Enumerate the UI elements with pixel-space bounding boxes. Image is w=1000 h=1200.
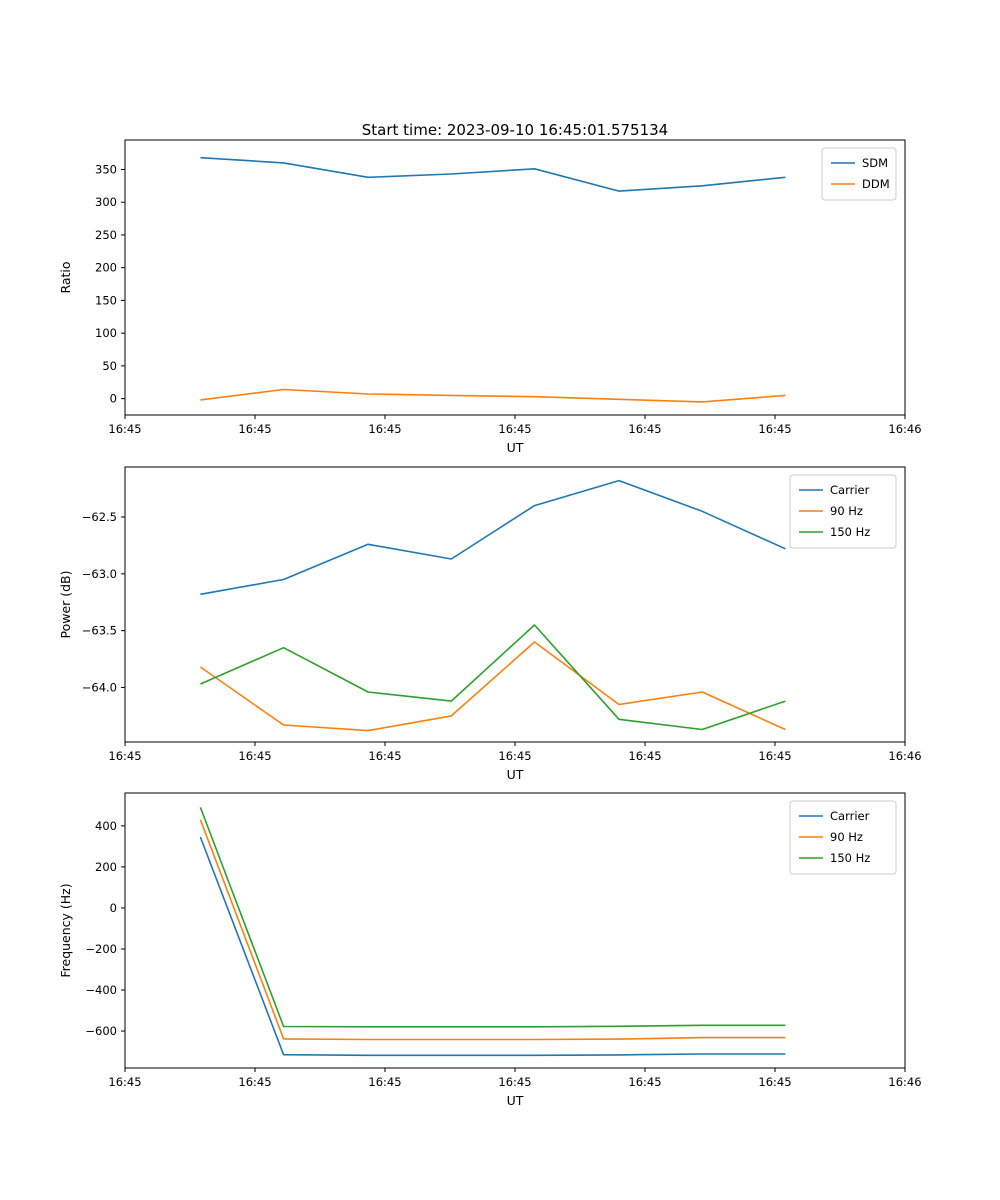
y-tick-label: −200 (85, 942, 117, 956)
x-tick-label: 16:45 (628, 422, 661, 436)
series-line-150-hz (200, 624, 786, 731)
figure-title: Start time: 2023-09-10 16:45:01.575134 (361, 121, 669, 139)
legend-label: 90 Hz (830, 504, 863, 518)
y-tick-label: 0 (110, 392, 117, 406)
legend: SDM DDM (821, 147, 897, 201)
series-line-sdm (200, 156, 786, 192)
x-tick-label: 16:45 (628, 1075, 661, 1089)
x-tick-label: 16:45 (108, 749, 141, 763)
y-tick-label: 0 (110, 901, 117, 915)
legend-label: 90 Hz (830, 830, 863, 844)
x-tick-label: 16:45 (108, 1075, 141, 1089)
frequency-chart: 16:45 16:45 16:45 16:45 16:45 16:45 16:46 400 20… (58, 792, 922, 1108)
axes-frame (124, 466, 906, 743)
y-axis-label: Frequency (Hz) (58, 883, 73, 977)
legend-label: 150 Hz (830, 525, 870, 539)
legend: Carrier 90 Hz 150 Hz (789, 474, 897, 549)
x-tick-label: 16:45 (498, 1075, 531, 1089)
y-tick-label: 300 (95, 195, 117, 209)
legend-box (821, 147, 897, 201)
y-tick-label: 200 (95, 261, 117, 275)
series-line-ddm (200, 388, 786, 403)
y-tick-label: 150 (95, 293, 117, 307)
y-axis-label: Ratio (58, 261, 73, 293)
y-axis-label: Power (dB) (58, 570, 73, 638)
y-tick-label: 350 (95, 162, 117, 176)
power-chart: 16:45 16:45 16:45 16:45 16:45 16:45 16:46 −62.5… (58, 466, 922, 782)
x-tick-label: 16:45 (368, 749, 401, 763)
x-axis-label: UT (507, 767, 524, 782)
x-tick-label: 16:46 (888, 422, 921, 436)
legend: Carrier 90 Hz 150 Hz (789, 800, 897, 875)
series-line-90-hz (199, 819, 786, 1041)
y-tick-label: 100 (95, 326, 117, 340)
y-tick-label: −400 (85, 983, 117, 997)
y-tick-label: −63.0 (82, 567, 117, 581)
ratio-chart: 16:45 16:45 16:45 16:45 16:45 16:45 16:46 0 50 10… (58, 139, 922, 455)
y-tick-label: −64.0 (82, 680, 117, 694)
x-tick-label: 16:45 (758, 749, 791, 763)
series-line-carrier (199, 836, 786, 1057)
legend-label: SDM (862, 156, 888, 170)
x-tick-label: 16:45 (238, 749, 271, 763)
y-tick-label: −62.5 (82, 510, 117, 524)
y-tick-label: 400 (95, 819, 117, 833)
x-tick-label: 16:45 (368, 1075, 401, 1089)
x-axis-label: UT (507, 440, 524, 455)
legend-box (789, 800, 897, 875)
x-tick-label: 16:46 (888, 1075, 921, 1089)
y-tick-label: 50 (102, 359, 117, 373)
legend-box (789, 474, 897, 549)
x-tick-label: 16:45 (498, 749, 531, 763)
x-tick-label: 16:45 (758, 1075, 791, 1089)
x-tick-label: 16:46 (888, 749, 921, 763)
legend-label: Carrier (830, 483, 870, 497)
y-tick-label: 250 (95, 228, 117, 242)
x-tick-label: 16:45 (238, 422, 271, 436)
x-tick-label: 16:45 (368, 422, 401, 436)
x-tick-label: 16:45 (628, 749, 661, 763)
x-tick-label: 16:45 (758, 422, 791, 436)
series-line-90-hz (199, 641, 786, 732)
y-tick-label: −600 (85, 1024, 117, 1038)
legend-label: 150 Hz (830, 851, 870, 865)
series-line-carrier (200, 479, 786, 596)
y-tick-label: −63.5 (82, 624, 117, 638)
x-tick-label: 16:45 (498, 422, 531, 436)
series-line-150-hz (199, 807, 786, 1028)
legend-label: DDM (862, 177, 890, 191)
x-axis-label: UT (507, 1093, 524, 1108)
x-tick-label: 16:45 (238, 1075, 271, 1089)
axes-frame (124, 139, 906, 416)
x-tick-label: 16:45 (108, 422, 141, 436)
y-tick-label: 200 (95, 860, 117, 874)
legend-label: Carrier (830, 809, 870, 823)
